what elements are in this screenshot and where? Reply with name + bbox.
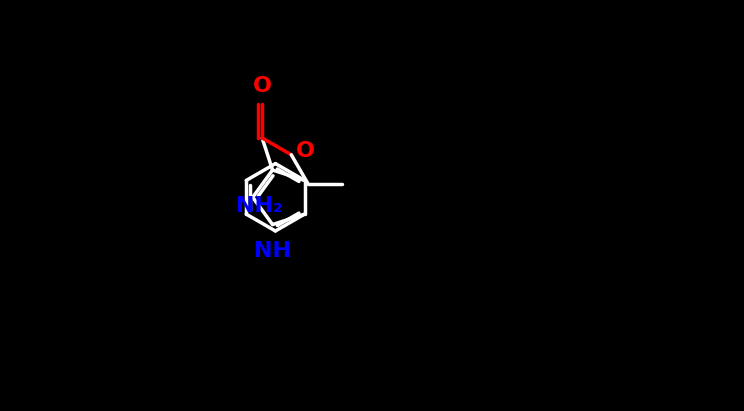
Text: NH: NH <box>254 241 291 261</box>
Text: O: O <box>253 76 272 96</box>
Text: NH₂: NH₂ <box>236 196 283 215</box>
Text: O: O <box>295 141 315 161</box>
